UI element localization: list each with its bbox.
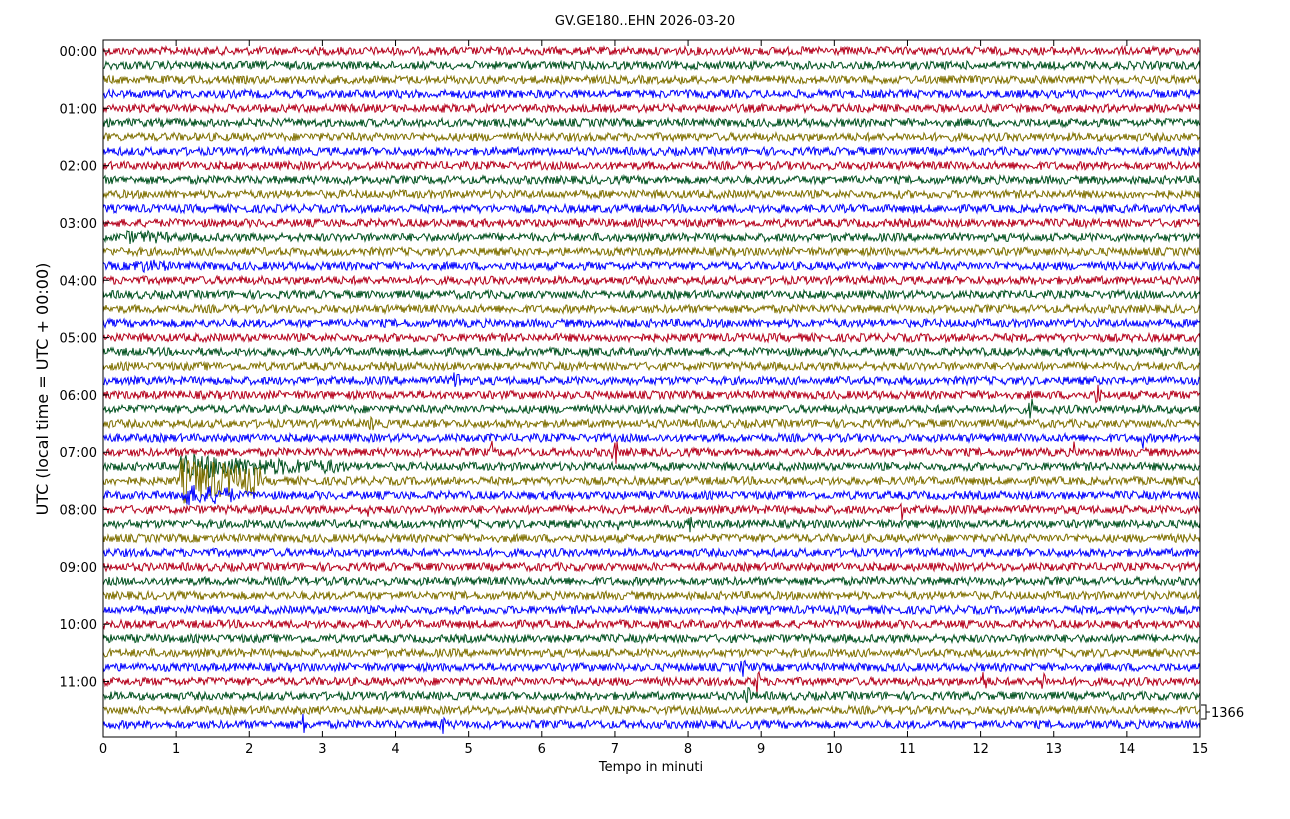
trace-18 bbox=[102, 302, 1201, 316]
trace-4 bbox=[102, 102, 1201, 115]
trace-47 bbox=[102, 713, 1201, 734]
trace-7 bbox=[102, 145, 1201, 158]
trace-21 bbox=[102, 345, 1201, 359]
trace-13 bbox=[102, 229, 1201, 244]
trace-41 bbox=[102, 632, 1201, 645]
y-tick-label-0: 00:00 bbox=[60, 45, 97, 60]
x-axis-label: Tempo in minuti bbox=[598, 760, 703, 775]
scale-bar-bracket bbox=[1201, 704, 1207, 720]
trace-44 bbox=[102, 670, 1201, 695]
trace-17 bbox=[102, 288, 1201, 301]
x-tick-label-11: 11 bbox=[899, 742, 916, 757]
trace-31 bbox=[102, 484, 1201, 506]
trace-46 bbox=[102, 704, 1201, 717]
seismogram-traces bbox=[102, 44, 1201, 734]
x-tick-label-5: 5 bbox=[465, 742, 473, 757]
trace-12 bbox=[102, 216, 1201, 230]
trace-23 bbox=[102, 372, 1201, 387]
trace-11 bbox=[102, 202, 1201, 215]
trace-15 bbox=[102, 259, 1201, 274]
trace-29 bbox=[102, 453, 1201, 480]
trace-38 bbox=[102, 589, 1201, 602]
y-tick-label-9: 09:00 bbox=[60, 561, 97, 576]
trace-10 bbox=[102, 188, 1201, 201]
trace-28 bbox=[102, 440, 1201, 464]
x-tick-label-10: 10 bbox=[826, 742, 843, 757]
x-tick-label-15: 15 bbox=[1192, 742, 1209, 757]
trace-39 bbox=[102, 603, 1201, 616]
chart-title: GV.GE180..EHN 2026-03-20 bbox=[555, 14, 735, 29]
scale-bar-label: 1366 bbox=[1211, 706, 1244, 721]
trace-34 bbox=[102, 532, 1201, 545]
x-tick-label-8: 8 bbox=[684, 742, 692, 757]
y-tick-label-5: 05:00 bbox=[60, 332, 97, 347]
scale-bar: 1366 bbox=[1201, 704, 1244, 721]
trace-42 bbox=[102, 647, 1200, 659]
y-tick-label-2: 02:00 bbox=[60, 160, 97, 175]
x-tick-label-4: 4 bbox=[391, 742, 399, 757]
y-tick-label-7: 07:00 bbox=[60, 446, 97, 461]
trace-40 bbox=[102, 618, 1201, 631]
plot-frame bbox=[102, 39, 1201, 738]
x-tick-label-13: 13 bbox=[1045, 742, 1062, 757]
y-axis: 00:00 01:00 02:00 03:00 04:00 05:00 06:00 07:00… bbox=[60, 45, 109, 691]
x-tick-label-14: 14 bbox=[1119, 742, 1136, 757]
trace-20 bbox=[102, 331, 1201, 344]
x-tick-label-0: 0 bbox=[99, 742, 107, 757]
x-tick-label-9: 9 bbox=[757, 742, 765, 757]
trace-19 bbox=[102, 317, 1201, 330]
trace-22 bbox=[102, 360, 1201, 373]
trace-27 bbox=[102, 431, 1201, 449]
y-tick-label-8: 08:00 bbox=[60, 504, 97, 519]
trace-6 bbox=[102, 131, 1201, 143]
x-tick-label-12: 12 bbox=[972, 742, 989, 757]
trace-9 bbox=[102, 173, 1201, 187]
x-axis: 0 1 2 3 4 5 6 7 8 9 10 11 12 13 14 15 bbox=[99, 40, 1208, 757]
trace-14 bbox=[102, 245, 1201, 258]
y-tick-label-1: 01:00 bbox=[60, 102, 97, 117]
trace-35 bbox=[102, 546, 1201, 559]
trace-24 bbox=[102, 384, 1201, 404]
x-tick-label-1: 1 bbox=[172, 742, 180, 757]
trace-45 bbox=[102, 687, 1201, 704]
trace-3 bbox=[102, 87, 1201, 101]
y-tick-label-10: 10:00 bbox=[60, 618, 97, 633]
trace-1 bbox=[102, 59, 1201, 72]
trace-32 bbox=[102, 502, 1201, 521]
y-tick-label-4: 04:00 bbox=[60, 274, 97, 289]
trace-16 bbox=[102, 274, 1201, 287]
x-tick-label-2: 2 bbox=[245, 742, 253, 757]
x-tick-label-6: 6 bbox=[538, 742, 546, 757]
x-tick-label-7: 7 bbox=[611, 742, 619, 757]
trace-8 bbox=[102, 159, 1201, 172]
y-tick-label-3: 03:00 bbox=[60, 217, 97, 232]
trace-30 bbox=[102, 458, 1201, 504]
y-tick-label-11: 11:00 bbox=[60, 676, 97, 691]
trace-36 bbox=[102, 560, 1201, 573]
x-tick-label-3: 3 bbox=[318, 742, 326, 757]
trace-33 bbox=[102, 516, 1201, 533]
y-tick-label-6: 06:00 bbox=[60, 389, 97, 404]
trace-2 bbox=[102, 73, 1201, 86]
trace-5 bbox=[102, 116, 1201, 129]
trace-0 bbox=[102, 44, 1201, 57]
trace-25 bbox=[102, 398, 1201, 419]
trace-37 bbox=[102, 575, 1201, 588]
trace-26 bbox=[102, 415, 1201, 431]
trace-43 bbox=[102, 659, 1201, 677]
y-axis-label: UTC (local time = UTC + 00:00) bbox=[33, 263, 52, 516]
